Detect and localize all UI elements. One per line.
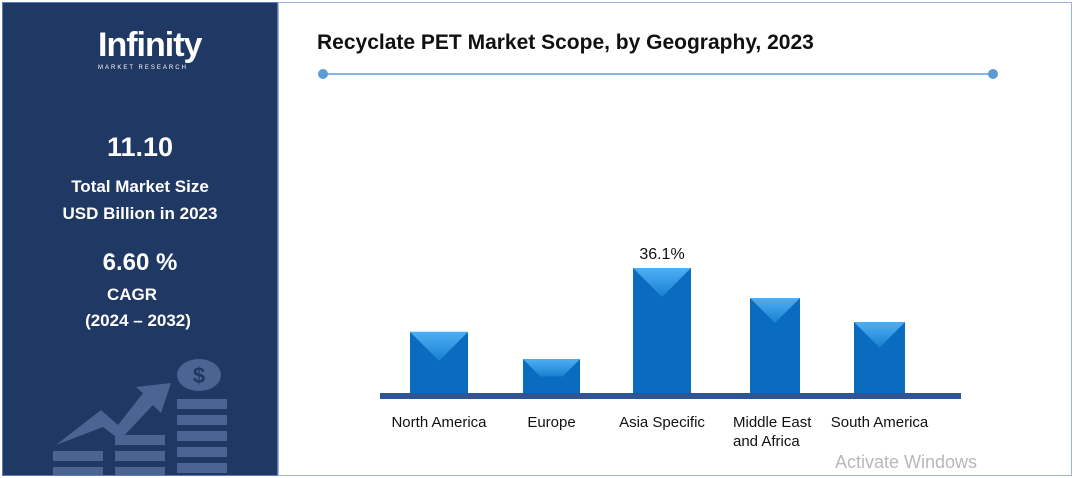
cagr-period: (2024 – 2032) <box>85 311 191 330</box>
watermark: Activate Windows <box>835 452 978 472</box>
growth-chart-icon: $ <box>53 359 227 475</box>
x-tick-label: Middle East and Africa <box>733 414 812 450</box>
chart-title: Recyclate PET Market Scope, by Geography… <box>317 31 814 54</box>
underline-dot-right <box>988 69 998 79</box>
svg-text:$: $ <box>193 363 205 388</box>
logo-sub: MARKET RESEARCH <box>98 65 188 71</box>
market-size-unit: USD Billion in 2023 <box>62 204 218 223</box>
bar-bevel-0 <box>410 331 468 361</box>
x-tick-label: Europe <box>527 414 576 431</box>
market-size-value: 11.10 <box>106 132 174 162</box>
x-tick-label: North America <box>391 414 487 431</box>
x-tick-label: South America <box>830 414 929 431</box>
logo-main: Infinity <box>98 26 202 64</box>
underline-dot-left <box>318 69 328 79</box>
bar-bevel-3 <box>750 298 800 324</box>
x-tick-label: Asia Specific <box>619 414 705 431</box>
cagr-value: 6.60 % <box>102 249 178 276</box>
cagr-label: CAGR <box>106 285 158 304</box>
market-size-label: Total Market Size <box>71 177 209 196</box>
logo: Infinity MARKET RESEARCH <box>98 27 208 72</box>
summary-panel: Infinity MARKET RESEARCH 11.10 Total Mark… <box>2 2 278 476</box>
bar-bevel-4 <box>854 322 905 348</box>
bar-bevel-2 <box>633 268 691 297</box>
chart-panel: Recyclate PET Market Scope, by Geography… <box>278 2 1072 476</box>
data-label: 36.1% <box>639 246 684 263</box>
bar-bevel-1 <box>523 359 580 377</box>
x-axis <box>380 393 961 399</box>
